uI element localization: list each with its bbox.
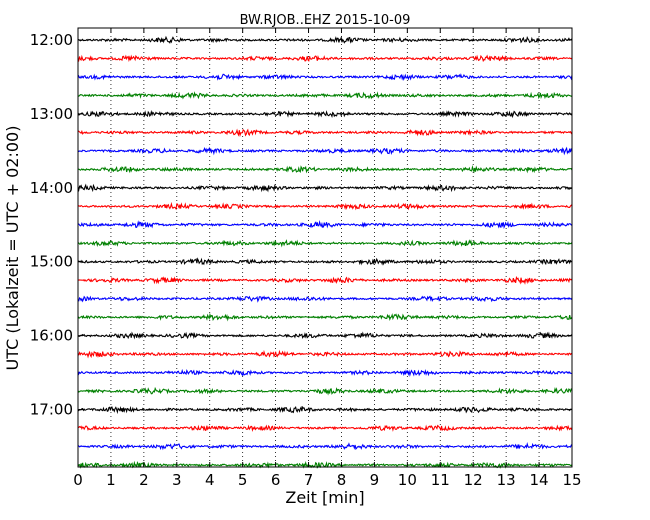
x-axis-label: Zeit [min] <box>285 488 364 507</box>
seismic-trace <box>77 73 573 81</box>
x-tick-label: 6 <box>271 471 281 489</box>
seismic-trace <box>77 295 573 303</box>
seismic-trace <box>77 312 573 322</box>
x-axis-ticks: 0 1 2 3 4 5 6 7 8 9 10 11 12 13 14 15 <box>73 28 582 489</box>
y-tick-label: 13:00 <box>30 105 73 123</box>
x-tick-label: 5 <box>238 471 248 489</box>
traces <box>77 35 573 469</box>
x-tick-label: 15 <box>562 471 581 489</box>
seismic-trace <box>77 239 573 248</box>
x-tick-label: 13 <box>497 471 516 489</box>
seismic-trace <box>77 109 573 119</box>
x-tick-label: 9 <box>370 471 380 489</box>
seismic-trace <box>77 349 573 359</box>
seismic-trace <box>77 219 573 229</box>
seismic-trace <box>77 257 573 266</box>
x-tick-label: 0 <box>73 471 83 489</box>
x-tick-label: 1 <box>106 471 116 489</box>
chart-title: BW.RJOB..EHZ 2015-10-09 <box>240 13 411 28</box>
y-tick-label: 14:00 <box>30 179 73 197</box>
seismic-trace <box>77 128 573 138</box>
x-tick-label: 7 <box>304 471 314 489</box>
seismic-trace <box>77 165 573 174</box>
seismic-trace <box>77 424 573 433</box>
y-axis-ticks: 12:00 13:00 14:00 15:00 16:00 17:00 <box>30 31 572 419</box>
seismic-trace <box>77 201 573 211</box>
seismic-trace <box>77 54 573 63</box>
x-tick-label: 14 <box>530 471 549 489</box>
seismic-trace <box>77 405 573 415</box>
seismic-trace <box>77 275 573 285</box>
seismic-trace <box>77 368 573 377</box>
y-tick-label: 17:00 <box>30 401 73 419</box>
plot-frame <box>77 27 573 468</box>
x-tick-label: 3 <box>172 471 182 489</box>
x-tick-label: 12 <box>464 471 483 489</box>
y-tick-label: 16:00 <box>30 327 73 345</box>
seismic-trace <box>77 386 573 396</box>
seismic-trace <box>77 331 573 340</box>
y-tick-label: 15:00 <box>30 253 73 271</box>
seismic-trace <box>77 441 573 451</box>
y-tick-label: 12:00 <box>30 31 73 49</box>
y-axis-label: UTC (Lokalzeit = UTC + 02:00) <box>3 126 22 371</box>
seismic-trace <box>77 146 573 156</box>
x-tick-label: 8 <box>337 471 347 489</box>
seismic-trace <box>77 91 573 100</box>
x-tick-label: 11 <box>431 471 450 489</box>
x-tick-label: 4 <box>205 471 215 489</box>
seismic-trace <box>77 35 573 44</box>
seismic-trace <box>77 183 573 193</box>
x-tick-label: 10 <box>398 471 417 489</box>
x-tick-label: 2 <box>139 471 149 489</box>
